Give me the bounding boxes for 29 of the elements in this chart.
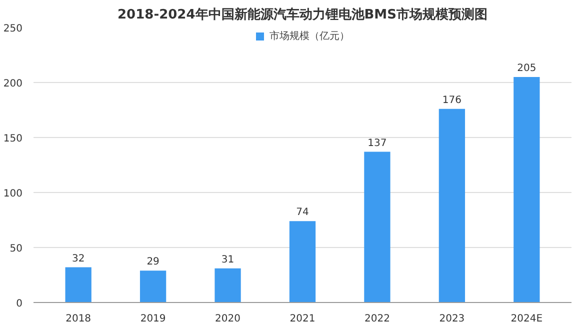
x-tick-label: 2018 xyxy=(66,314,92,324)
bar xyxy=(289,221,316,302)
y-tick-label: 250 xyxy=(3,24,23,34)
y-tick-label: 50 xyxy=(10,244,23,254)
bar xyxy=(140,270,166,302)
bar xyxy=(214,268,241,302)
y-tick-label: 150 xyxy=(3,134,23,144)
bar xyxy=(514,77,540,302)
data-label: 176 xyxy=(442,94,462,106)
y-tick-label: 0 xyxy=(16,298,23,310)
data-label: 205 xyxy=(517,63,536,74)
data-label: 137 xyxy=(368,138,387,149)
x-tick-label: 2021 xyxy=(290,314,316,324)
data-label: 31 xyxy=(221,254,234,266)
y-tick-label: 100 xyxy=(3,188,23,200)
x-tick-label: 2022 xyxy=(364,314,390,324)
data-label: 74 xyxy=(296,207,309,218)
bar xyxy=(65,267,92,302)
data-label: 32 xyxy=(72,253,85,264)
x-tick-label: 2023 xyxy=(439,314,465,324)
bar xyxy=(364,152,390,302)
x-tick-label: 2020 xyxy=(215,314,241,324)
legend-label: 市场规模（亿元） xyxy=(270,30,350,43)
y-tick-label: 200 xyxy=(3,78,23,90)
x-tick-label: 2019 xyxy=(140,314,166,324)
x-tick-label: 2024E xyxy=(510,314,543,324)
data-label: 29 xyxy=(146,256,160,268)
bar xyxy=(438,108,466,302)
chart-title: 2018-2024年中国新能源汽车动力锂电池BMS市场规模预测图 xyxy=(118,6,488,22)
